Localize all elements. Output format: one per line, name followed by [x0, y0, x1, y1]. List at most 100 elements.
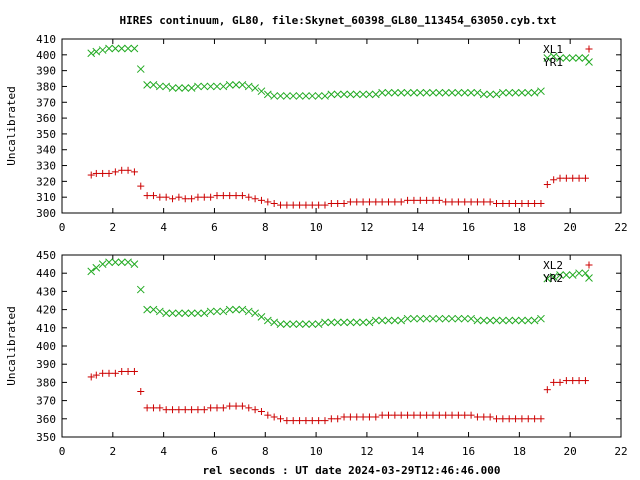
y-tick-label: 430 — [36, 285, 56, 298]
data-point — [524, 200, 532, 208]
data-point — [505, 88, 514, 97]
y-tick-label: 390 — [36, 65, 56, 78]
data-point — [530, 88, 539, 97]
data-point — [87, 171, 95, 179]
data-point — [359, 413, 367, 421]
data-point — [200, 406, 208, 414]
data-point — [422, 88, 431, 97]
data-point — [87, 373, 95, 381]
data-point — [296, 201, 304, 209]
data-point — [581, 269, 590, 278]
data-point — [423, 196, 431, 204]
data-point — [492, 90, 501, 99]
data-point — [149, 305, 158, 314]
x-tick-label: 16 — [462, 445, 475, 458]
data-point — [441, 314, 450, 323]
data-point — [568, 54, 577, 62]
data-point — [225, 305, 234, 314]
data-point — [486, 413, 494, 421]
data-point — [346, 318, 355, 327]
data-point — [365, 198, 373, 206]
data-point — [169, 406, 177, 414]
data-point — [486, 90, 494, 99]
legend-marker — [585, 274, 593, 282]
data-point — [333, 318, 342, 327]
data-point — [136, 285, 145, 294]
data-point — [397, 411, 405, 419]
data-point — [257, 408, 265, 416]
data-point — [302, 92, 310, 100]
data-point — [403, 88, 412, 97]
data-point — [308, 92, 317, 100]
data-point — [334, 415, 342, 423]
data-point — [435, 314, 444, 323]
y-axis-label: Uncalibrated — [5, 306, 18, 385]
data-point — [105, 44, 113, 53]
data-point — [219, 192, 227, 200]
data-point — [232, 192, 240, 200]
y-tick-label: 390 — [36, 358, 56, 371]
data-point — [181, 309, 190, 318]
data-point — [124, 166, 132, 174]
data-point — [149, 81, 158, 89]
data-point — [143, 81, 151, 89]
data-point — [346, 198, 354, 206]
data-point — [511, 88, 520, 97]
data-point — [422, 314, 431, 323]
series-XL1 — [87, 166, 589, 209]
y-tick-label: 330 — [36, 160, 56, 173]
data-point — [251, 195, 259, 203]
x-tick-label: 4 — [160, 445, 167, 458]
data-point — [226, 192, 234, 200]
data-point — [99, 169, 107, 177]
data-point — [162, 406, 170, 414]
data-point — [512, 200, 520, 208]
data-point — [244, 82, 253, 91]
data-point — [448, 411, 456, 419]
legend-label: XL1 — [543, 43, 563, 56]
x-tick-label: 2 — [110, 221, 117, 234]
data-point — [257, 196, 265, 204]
data-point — [327, 200, 335, 208]
x-tick-label: 4 — [160, 221, 167, 234]
data-point — [416, 88, 425, 97]
data-point — [384, 88, 393, 97]
data-point — [365, 318, 374, 327]
y-tick-label: 440 — [36, 267, 56, 280]
data-point — [143, 192, 151, 200]
data-point — [162, 309, 171, 318]
data-point — [251, 309, 259, 318]
data-point — [441, 88, 450, 97]
data-point — [175, 309, 183, 318]
data-point — [568, 271, 577, 279]
data-point — [479, 90, 488, 99]
data-point — [562, 271, 571, 279]
data-point — [105, 369, 113, 377]
data-point — [206, 82, 215, 91]
data-point — [117, 44, 126, 53]
data-point — [187, 84, 196, 92]
data-point — [92, 263, 101, 272]
data-point — [404, 196, 412, 204]
data-point — [435, 411, 443, 419]
data-point — [531, 415, 539, 423]
y-tick-label: 400 — [36, 49, 56, 62]
data-point — [169, 195, 177, 203]
data-point — [315, 201, 323, 209]
data-point — [105, 169, 113, 177]
data-point — [340, 318, 348, 327]
data-point — [168, 309, 177, 318]
data-point — [117, 258, 126, 267]
data-point — [429, 314, 437, 323]
data-point — [429, 411, 437, 419]
data-point — [87, 267, 96, 276]
data-point — [575, 269, 583, 278]
data-point — [461, 411, 469, 419]
x-tick-label: 22 — [614, 221, 627, 234]
data-point — [98, 46, 107, 54]
y-tick-label: 380 — [36, 80, 56, 93]
data-point — [404, 411, 412, 419]
data-point — [442, 411, 450, 419]
data-point — [98, 260, 107, 268]
